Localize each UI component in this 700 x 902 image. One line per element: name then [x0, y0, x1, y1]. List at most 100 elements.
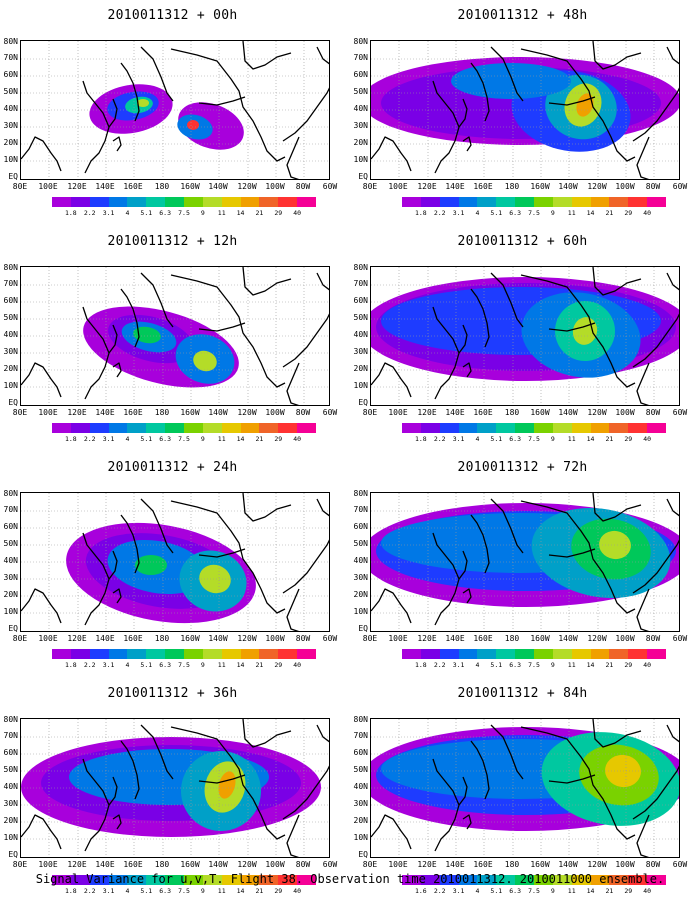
colorbar-swatch [165, 875, 185, 885]
variance-contour [199, 564, 231, 594]
colorbar-label: 1.8 [414, 661, 427, 669]
coastline [490, 724, 524, 780]
longitude-label: 60W [672, 182, 688, 191]
coastline [636, 362, 650, 405]
longitude-label: 80E [362, 182, 378, 191]
longitude-label: 120W [587, 634, 607, 643]
colorbar-swatch [439, 875, 459, 885]
colorbar-label: 29 [274, 661, 283, 669]
latitude-label: 80N [353, 489, 368, 498]
longitude-label: 80E [12, 860, 28, 869]
longitude-label: 80W [645, 408, 661, 417]
colorbar-label: 3.1 [452, 887, 465, 895]
panel-title: 2010011312 + 00h [107, 8, 238, 23]
colorbar-label: 21 [605, 661, 614, 669]
latitude-label: 50N [3, 765, 18, 774]
coastline [592, 719, 642, 748]
colorbar-swatch [590, 423, 610, 433]
coastline [371, 136, 412, 172]
latitude-label: 50N [353, 313, 368, 322]
coastline [548, 322, 596, 332]
map-area [370, 492, 680, 632]
colorbar-label: 1.8 [414, 435, 427, 443]
longitude-label: 80W [295, 860, 311, 869]
colorbar-labels: 1.8 2.2 3.1 4 5.1 6.3 7.5 9 11 14 21 29 40 [52, 209, 316, 218]
colorbar-swatch [552, 649, 572, 659]
colorbar-swatch [609, 423, 629, 433]
colorbar-swatch [402, 649, 421, 659]
latitude-label: 50N [353, 539, 368, 548]
latitude-label: 80N [3, 263, 18, 272]
longitude-label: 120E [67, 634, 87, 643]
colorbar-swatch [259, 423, 279, 433]
colorbar-swatch [552, 423, 572, 433]
longitude-axis: 80E 100E 120E 140E 160E 180 160W 140W 120W 100W 80… [4, 408, 344, 418]
longitude-label: 120E [67, 182, 87, 191]
colorbar-swatch [89, 423, 109, 433]
colorbar-label: 3.1 [102, 435, 115, 443]
colorbar-label: 1.6 [414, 887, 427, 895]
longitude-label: 140W [558, 408, 578, 417]
coastline [371, 814, 412, 850]
coastline [112, 814, 122, 830]
latitude-label: EQ [8, 398, 18, 407]
longitude-label: 80W [295, 182, 311, 191]
colorbar-swatch [89, 197, 109, 207]
colorbar-swatch [571, 197, 591, 207]
variance-contour [218, 771, 236, 799]
contour-map [371, 493, 679, 631]
colorbar-label: 3.1 [452, 661, 465, 669]
colorbar-label: 5.1 [140, 887, 153, 895]
latitude-label: 30N [353, 121, 368, 130]
longitude-label: 80E [12, 408, 28, 417]
longitude-label: 100W [265, 634, 285, 643]
map-panel: 2010011312 + 24h 80N 70N 60N 50N 40N 30N 20N 10N… [0, 452, 345, 676]
variance-contour [137, 99, 149, 107]
colorbar-label: 6.3 [159, 887, 172, 895]
colorbar-swatch [297, 649, 317, 659]
colorbar-swatch [647, 197, 667, 207]
colorbar-label: 9 [200, 661, 205, 669]
colorbar-label: 2.2 [433, 435, 446, 443]
longitude-label: 120E [417, 860, 437, 869]
latitude-label: 70N [3, 505, 18, 514]
longitude-label: 120E [67, 408, 87, 417]
latitude-label: EQ [358, 172, 368, 181]
colorbar-label: 9 [550, 887, 555, 895]
colorbar-swatch [221, 875, 241, 885]
coastline [198, 548, 246, 558]
colorbar-swatch [609, 649, 629, 659]
latitude-label: 10N [3, 833, 18, 842]
contour-map [21, 267, 329, 405]
longitude-label: 180 [154, 860, 170, 869]
colorbar-swatch [165, 197, 185, 207]
longitude-label: 100E [388, 408, 408, 417]
longitude-label: 80W [645, 860, 661, 869]
coastline [170, 48, 286, 162]
longitude-label: 100E [38, 182, 58, 191]
latitude-label: 10N [353, 381, 368, 390]
longitude-label: 60W [672, 860, 688, 869]
colorbar-swatch [515, 875, 535, 885]
longitude-label: 160E [123, 408, 143, 417]
colorbar-label: 11 [567, 435, 576, 443]
longitude-label: 180 [154, 408, 170, 417]
colorbar-label: 4 [125, 209, 130, 217]
colorbar-swatch [534, 875, 553, 885]
longitude-label: 140W [208, 634, 228, 643]
coastline [462, 362, 472, 378]
coastline [490, 498, 524, 554]
longitude-label: 100W [615, 634, 635, 643]
longitude-label: 160E [473, 634, 493, 643]
contour-map [371, 267, 679, 405]
coastline [632, 313, 679, 368]
longitude-label: 60W [322, 408, 338, 417]
latitude-label: 60N [353, 296, 368, 305]
coastline [140, 498, 174, 554]
coastline [112, 136, 122, 152]
coastline [548, 96, 596, 106]
latitude-label: 10N [3, 607, 18, 616]
longitude-label: 120W [237, 860, 257, 869]
longitude-label: 100E [388, 860, 408, 869]
colorbar-swatch [127, 197, 147, 207]
